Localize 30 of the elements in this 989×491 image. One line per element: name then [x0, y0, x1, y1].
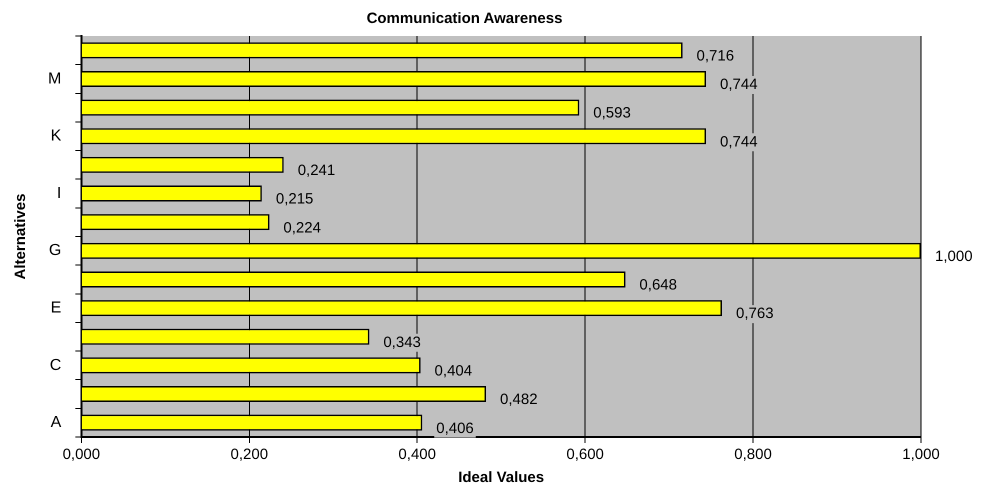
chart-title: Communication Awareness	[366, 10, 562, 28]
data-label: 0,241	[298, 162, 336, 180]
y-axis-title: Alternatives	[12, 194, 30, 280]
data-label: 0,716	[696, 47, 734, 64]
data-label: 0,482	[500, 391, 538, 408]
data-label: 1,000	[935, 248, 973, 265]
data-label: 0,744	[720, 76, 758, 94]
y-tick-label: K	[50, 128, 62, 145]
x-tick-label: 0,600	[566, 446, 604, 464]
data-label: 0,215	[276, 190, 314, 208]
y-tick-label: M	[48, 70, 62, 88]
x-tick-label: 0,000	[62, 446, 100, 464]
y-tick-label: I	[56, 184, 62, 202]
y-tick-label: A	[50, 414, 62, 432]
y-tick-label: G	[48, 242, 62, 260]
data-label: 0,593	[593, 104, 631, 122]
data-label: 0,406	[436, 420, 474, 437]
data-label: 0,224	[283, 219, 321, 236]
data-label: 0,404	[434, 362, 472, 380]
data-label: 0,763	[736, 305, 774, 322]
x-tick-label: 0,800	[734, 446, 772, 464]
x-tick-label: 1,000	[902, 446, 940, 464]
x-tick-label: 0,400	[398, 446, 436, 464]
data-label: 0,744	[720, 133, 758, 150]
data-label: 0,343	[383, 334, 421, 351]
x-axis-title: Ideal Values	[458, 469, 544, 486]
x-tick-label: 0,200	[230, 446, 268, 464]
data-label: 0,648	[639, 276, 677, 294]
y-tick-label: E	[50, 300, 62, 317]
y-tick-label: C	[50, 356, 62, 374]
